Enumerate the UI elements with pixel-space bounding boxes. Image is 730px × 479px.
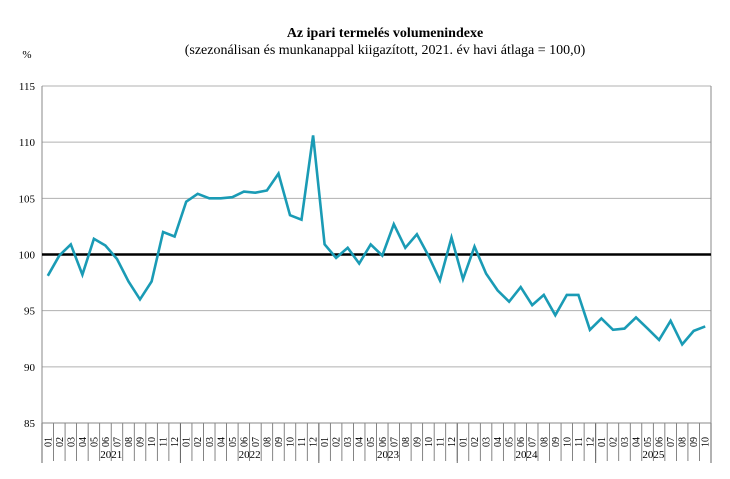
y-tick-label: 105 — [19, 193, 36, 205]
x-tick-label-month: 07 — [666, 437, 677, 447]
x-tick-label-month: 02 — [332, 437, 343, 447]
x-tick-label-month: 10 — [147, 437, 158, 447]
x-tick-label-month: 12 — [170, 437, 181, 447]
x-tick-label-month: 10 — [285, 437, 296, 447]
x-tick-label-month: 03 — [66, 437, 77, 447]
y-tick-label: 100 — [19, 250, 36, 262]
x-tick-label-month: 05 — [505, 437, 516, 447]
x-tick-label-month: 06 — [655, 437, 666, 447]
x-tick-label-month: 02 — [608, 437, 619, 447]
x-tick-label-month: 05 — [643, 437, 654, 447]
x-tick-label-year: 2023 — [377, 449, 400, 461]
x-tick-label-month: 07 — [528, 437, 539, 447]
x-tick-label-month: 09 — [136, 437, 147, 447]
x-tick-label-month: 06 — [239, 437, 250, 447]
x-tick-label-month: 07 — [112, 437, 123, 447]
x-tick-label-month: 01 — [43, 437, 54, 447]
x-tick-label-month: 03 — [205, 437, 216, 447]
x-tick-label-month: 01 — [597, 437, 608, 447]
x-tick-label-month: 01 — [182, 437, 193, 447]
x-tick-label-month: 02 — [55, 437, 66, 447]
x-tick-label-month: 04 — [632, 437, 643, 447]
x-tick-label-year: 2025 — [642, 449, 665, 461]
x-tick-label-month: 03 — [482, 437, 493, 447]
y-tick-label: 115 — [19, 81, 36, 93]
x-tick-label-month: 05 — [89, 437, 100, 447]
x-tick-label-month: 11 — [159, 437, 170, 447]
x-tick-label-month: 11 — [297, 437, 308, 447]
x-tick-label-month: 02 — [470, 437, 481, 447]
x-tick-label-year: 2022 — [239, 449, 261, 461]
x-tick-label-month: 04 — [78, 437, 89, 447]
x-tick-label-month: 04 — [355, 437, 366, 447]
x-tick-label-month: 06 — [378, 437, 389, 447]
x-tick-label-month: 11 — [574, 437, 585, 447]
x-tick-label-month: 04 — [493, 437, 504, 447]
y-tick-label: 85 — [24, 418, 36, 430]
x-tick-label-month: 09 — [551, 437, 562, 447]
x-tick-label-month: 09 — [274, 437, 285, 447]
x-tick-label-month: 12 — [585, 437, 596, 447]
y-tick-label: 110 — [19, 137, 36, 149]
x-tick-label-month: 02 — [193, 437, 204, 447]
x-tick-label-month: 07 — [389, 437, 400, 447]
x-tick-label-month: 01 — [459, 437, 470, 447]
x-tick-label-month: 10 — [562, 437, 573, 447]
x-tick-label-year: 2021 — [100, 449, 122, 461]
x-tick-label-month: 03 — [620, 437, 631, 447]
x-tick-label-month: 08 — [124, 437, 135, 447]
x-tick-label-month: 06 — [101, 437, 112, 447]
x-tick-label-month: 05 — [228, 437, 239, 447]
x-tick-label-month: 01 — [320, 437, 331, 447]
x-tick-label-month: 10 — [701, 437, 712, 447]
y-tick-label: 90 — [24, 362, 36, 374]
x-tick-label-month: 08 — [678, 437, 689, 447]
x-tick-label-year: 2024 — [515, 449, 538, 461]
chart-subtitle: (szezonálisan és munkanappal kiigazított… — [185, 43, 586, 58]
x-tick-label-month: 11 — [435, 437, 446, 447]
x-tick-label-month: 12 — [309, 437, 320, 447]
x-tick-label-month: 12 — [447, 437, 458, 447]
y-tick-label: 95 — [24, 306, 36, 318]
x-tick-label-month: 09 — [412, 437, 423, 447]
x-tick-label-month: 05 — [366, 437, 377, 447]
x-tick-label-month: 08 — [539, 437, 550, 447]
x-tick-label-month: 04 — [216, 437, 227, 447]
series-line — [48, 135, 705, 344]
x-tick-label-month: 08 — [262, 437, 273, 447]
chart-title: Az ipari termelés volumenindexe — [287, 26, 483, 41]
x-tick-label-month: 03 — [343, 437, 354, 447]
y-axis-label: % — [22, 49, 31, 61]
x-tick-label-month: 10 — [424, 437, 435, 447]
x-tick-label-month: 06 — [516, 437, 527, 447]
x-tick-label-month: 09 — [689, 437, 700, 447]
x-tick-label-month: 08 — [401, 437, 412, 447]
x-tick-label-month: 07 — [251, 437, 262, 447]
